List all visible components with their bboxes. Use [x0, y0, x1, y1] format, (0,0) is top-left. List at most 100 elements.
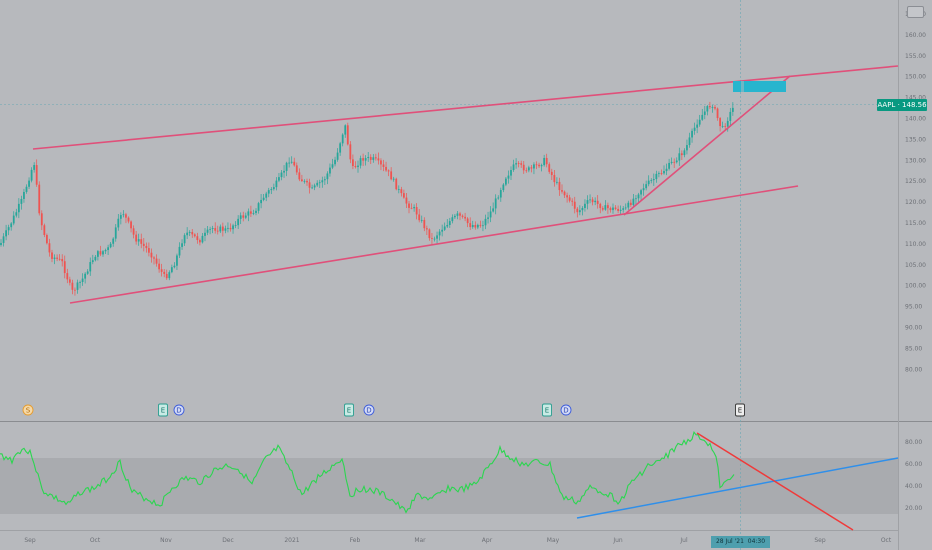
candle-body	[155, 258, 158, 264]
candle-body	[104, 250, 107, 252]
candle-body	[418, 214, 421, 221]
candle-body	[680, 153, 683, 156]
candle-body	[183, 235, 186, 244]
candle-body	[280, 172, 283, 178]
candle-body	[84, 273, 87, 279]
event-marker-earnings	[158, 403, 168, 417]
candle-body	[461, 215, 464, 217]
candle-body	[321, 180, 324, 183]
candle-body	[293, 161, 296, 166]
candle-body	[443, 226, 446, 230]
highlight-box[interactable]	[733, 81, 786, 92]
candle-body	[390, 171, 393, 180]
event-marker-label: E	[545, 407, 549, 415]
event-marker-dividend	[173, 404, 185, 416]
candle-body	[354, 166, 357, 168]
candle-body	[395, 178, 398, 190]
candle-body	[438, 231, 441, 236]
time-tick-label: Oct	[90, 537, 101, 544]
candle-body	[374, 157, 377, 159]
trendline-channel-bottom[interactable]	[69, 185, 799, 304]
candle-body	[301, 179, 303, 181]
candle-body	[344, 125, 347, 135]
candle-body	[227, 227, 229, 229]
time-tick-label: Dec	[222, 537, 234, 544]
candle-body	[604, 205, 607, 210]
candle-body	[239, 215, 242, 219]
price-tick-label: 145.00	[905, 95, 926, 102]
candle-body	[423, 219, 426, 229]
candle-body	[377, 158, 380, 161]
oscillator-trendline-falling[interactable]	[696, 432, 854, 531]
candle-body	[76, 282, 79, 290]
candle-body	[260, 199, 262, 204]
candle-body	[168, 272, 171, 279]
candle-body	[214, 228, 217, 231]
candle-body	[242, 215, 245, 218]
candle-body	[721, 125, 724, 127]
candle-body	[267, 190, 270, 194]
candle-body	[441, 229, 444, 232]
price-tick-label: 120.00	[905, 199, 926, 206]
candle-body	[505, 178, 507, 185]
candle-body	[341, 134, 344, 144]
candle-body	[515, 163, 517, 165]
trendline-support[interactable]	[623, 75, 791, 216]
candle-body	[405, 197, 408, 204]
oscillator-line	[0, 430, 735, 514]
candle-body	[160, 269, 163, 272]
candle-body	[693, 127, 696, 131]
oscillator-trendline-rising[interactable]	[576, 457, 899, 519]
candle-body	[637, 194, 640, 199]
candle-body	[306, 180, 308, 183]
candle-body	[112, 238, 115, 244]
time-tick-label: Sep	[24, 537, 36, 544]
candle-body	[196, 236, 199, 241]
candle-body	[150, 252, 153, 258]
oscillator-tick-label: 80.00	[905, 439, 922, 446]
candle-body	[68, 279, 71, 283]
candle-body	[132, 228, 135, 235]
candle-body	[5, 230, 7, 237]
candle-body	[119, 215, 122, 219]
candle-body	[673, 161, 676, 163]
time-tick-label: 2021	[284, 537, 299, 544]
candle-body	[558, 181, 561, 191]
candle-body	[436, 235, 438, 239]
candle-body	[522, 164, 525, 171]
candle-body	[199, 240, 201, 243]
candle-body	[346, 125, 349, 145]
oscillator-tick-label: 60.00	[905, 461, 922, 468]
candle-body	[380, 160, 382, 165]
settings-icon[interactable]	[907, 6, 924, 18]
candle-body	[476, 224, 479, 228]
candle-body	[474, 225, 477, 228]
candle-body	[617, 208, 619, 211]
candle-body	[535, 164, 538, 166]
candle-body	[629, 202, 632, 205]
candle-body	[201, 235, 204, 243]
candle-body	[709, 106, 711, 108]
event-marker-label: D	[563, 407, 568, 415]
candle-body	[326, 173, 329, 180]
candle-body	[102, 251, 104, 255]
trendline-channel-top[interactable]	[32, 65, 899, 150]
event-marker-earnings	[542, 403, 552, 417]
candle-body	[596, 200, 599, 204]
price-separator: ·	[897, 101, 900, 109]
candle-body	[586, 200, 589, 204]
candle-body	[678, 153, 681, 161]
candle-body	[237, 218, 240, 226]
candle-body	[609, 208, 612, 211]
candle-body	[703, 111, 706, 115]
candle-body	[655, 173, 658, 180]
candle-body	[497, 197, 500, 199]
price-tick-label: 95.00	[905, 304, 922, 311]
candle-body	[433, 238, 436, 240]
candle-body	[714, 106, 716, 109]
candle-body	[275, 180, 278, 188]
candle-body	[313, 185, 316, 188]
candle-body	[339, 143, 342, 153]
